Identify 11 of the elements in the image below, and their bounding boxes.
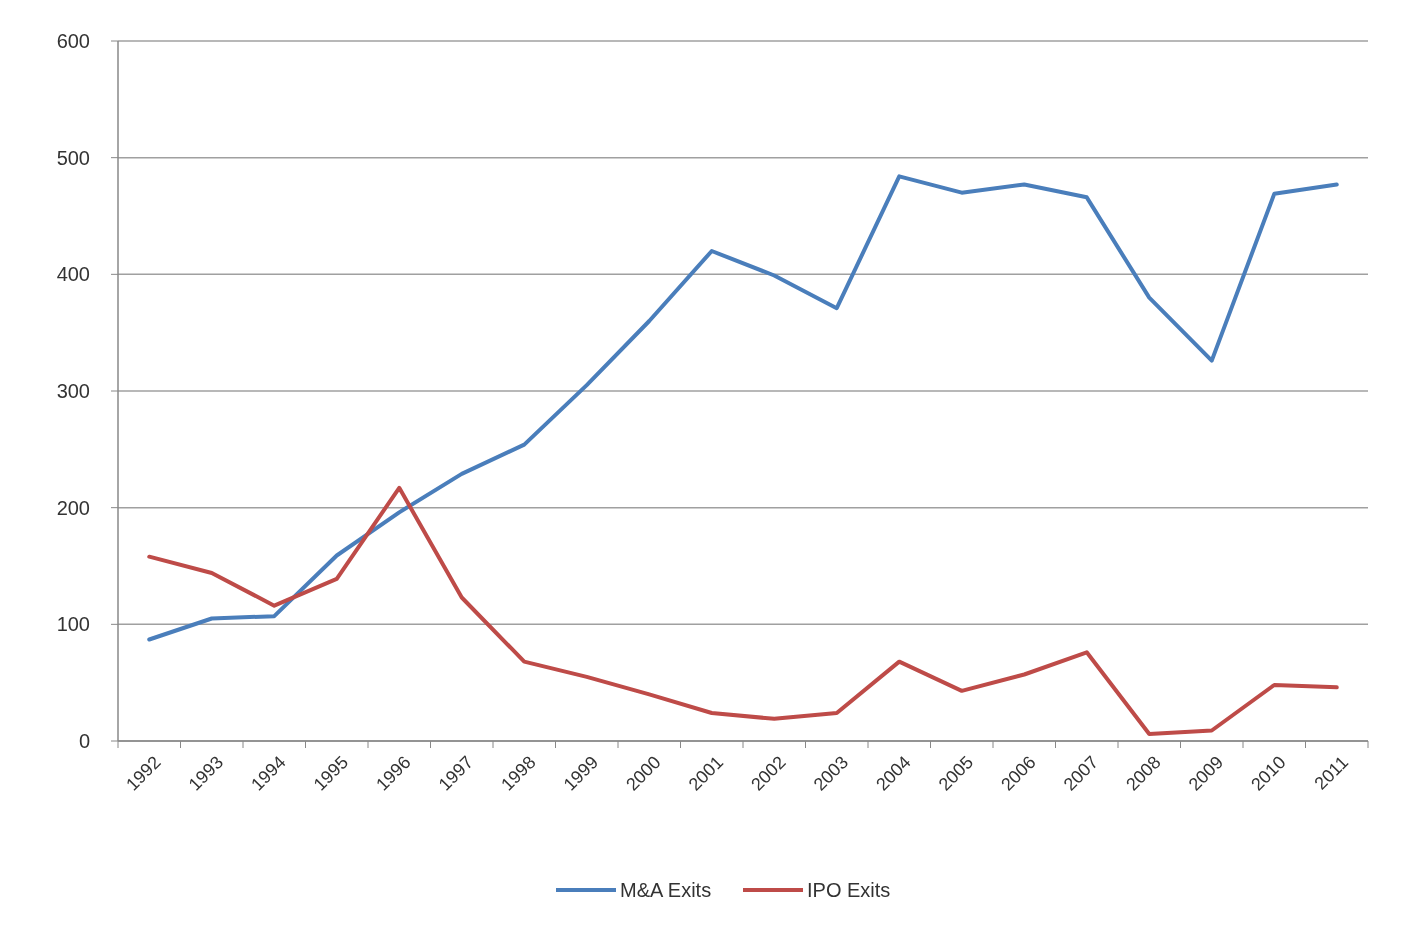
line-series <box>147 174 1339 642</box>
y-tick-label: 400 <box>56 263 90 286</box>
legend-label: M&A Exits <box>620 879 712 901</box>
line-series <box>147 485 1339 736</box>
legend-label: IPO Exits <box>807 879 891 901</box>
y-tick-label: 500 <box>56 146 90 169</box>
y-tick-label: 200 <box>56 496 90 519</box>
y-tick-label: 0 <box>78 730 90 752</box>
y-tick-label: 100 <box>56 613 90 636</box>
y-tick-label: 300 <box>56 380 90 402</box>
y-tick-label: 600 <box>56 30 90 52</box>
